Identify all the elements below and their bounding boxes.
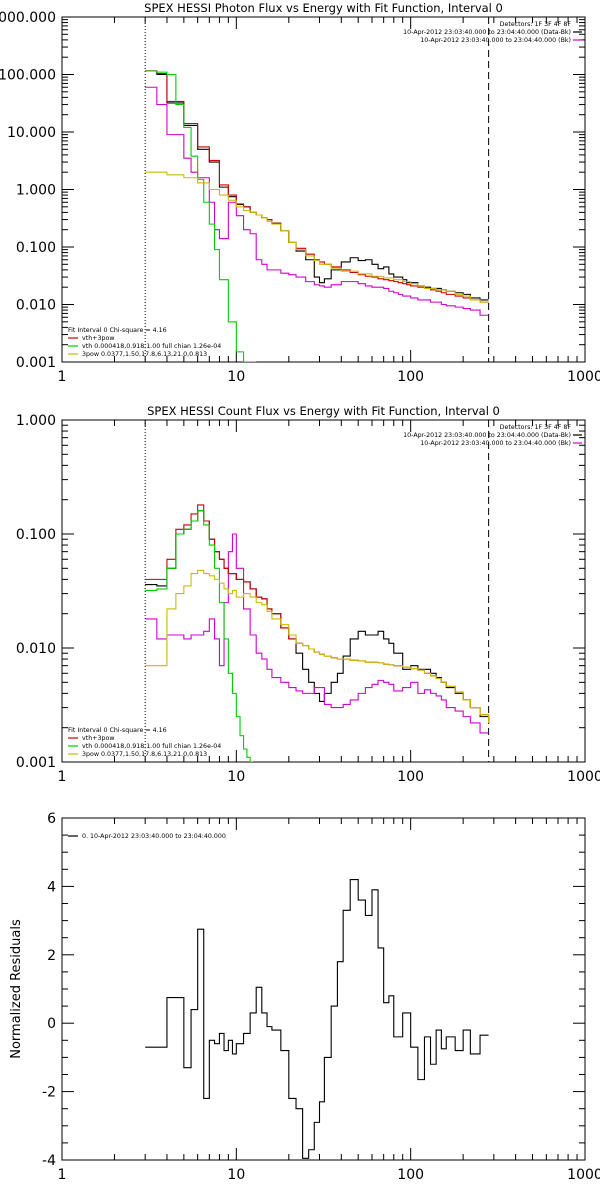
panel-2: SPEX HESSI Count Flux vs Energy with Fit… — [16, 404, 600, 785]
x-tick-label: 1 — [58, 369, 67, 385]
legend-fit-entry: vth 0.000418,0.918,1.00 full chian 1.26e… — [82, 743, 221, 750]
series-line-1 — [145, 70, 489, 301]
x-tick-label: 10 — [227, 769, 245, 785]
series-line-1 — [145, 510, 490, 721]
y-tick-label: 100.000 — [0, 68, 56, 84]
legend-top-entry: Detectors: 1F 3F 4F 8F — [500, 21, 572, 28]
series-group — [145, 504, 490, 762]
panel-1: SPEX HESSI Photon Flux vs Energy with Fi… — [0, 1, 600, 385]
y-tick-label: 4 — [47, 879, 56, 895]
legend-fit-entry: vth+3pow — [82, 735, 114, 742]
panel-3: Normalized Residuals 1 10 100 1000 -4 -2 0 2 4 6 0.… — [9, 811, 600, 1183]
x-tick-label: 1 — [58, 769, 67, 785]
series-line-4 — [145, 70, 257, 362]
series-line-3 — [145, 504, 490, 723]
x-tick-label: 1000 — [567, 1167, 600, 1183]
legend-fit-entry: Fit Interval 0 Chi-square = 4.16 — [68, 327, 167, 334]
legend-fit-entry: vth 0.000418,0.918,1.00 full chian 1.26e… — [82, 343, 221, 350]
y-tick-label: -4 — [42, 1153, 56, 1169]
x-tick-label: 100 — [397, 769, 424, 785]
plot-frame — [61, 16, 586, 363]
legend-top-entry: 10-Apr-2012 23:03:40.000 to 23:04:40.000… — [403, 29, 571, 36]
series-line-2 — [145, 86, 489, 316]
y-tick-label: 0.100 — [16, 527, 56, 543]
legend-fit-entry: vth+3pow — [82, 335, 114, 342]
y-tick-label: 0.100 — [16, 240, 56, 256]
x-tick-label: 100 — [397, 1167, 424, 1183]
x-tick-label: 1 — [58, 1167, 67, 1183]
y-tick-label: 0.001 — [16, 755, 56, 771]
x-tick-label: 10 — [227, 1167, 245, 1183]
series-group — [145, 879, 489, 1159]
legend-top-entry: 10-Apr-2012 23:03:40.000 to 23:04:40.000… — [420, 440, 571, 447]
series-line-2 — [145, 533, 489, 734]
y-tick-label: 1.000 — [16, 413, 56, 429]
x-tick-label: 10 — [227, 369, 245, 385]
legend-top-entry: Detectors: 1F 3F 4F 8F — [500, 424, 572, 431]
legend-fit-entry: 3pow 0.0377,1.50,17.8,6.13,21.0,0.813 — [82, 751, 207, 758]
legend-fit-entry: Fit Interval 0 Chi-square = 4.16 — [68, 727, 167, 734]
plot-frame — [61, 817, 586, 1161]
y-tick-label: 0 — [47, 1016, 56, 1032]
chart-title: SPEX HESSI Count Flux vs Energy with Fit… — [147, 404, 500, 418]
y-tick-label: 1.000 — [16, 183, 56, 199]
legend-top-entry: 10-Apr-2012 23:03:40.000 to 23:04:40.000… — [420, 37, 571, 44]
x-tick-label: 1000 — [567, 369, 600, 385]
y-tick-label: 1000.000 — [0, 10, 56, 26]
series-line-4 — [145, 510, 254, 762]
y-tick-label: 0.010 — [16, 641, 56, 657]
x-tick-label: 1000 — [567, 769, 600, 785]
x-tick-label: 100 — [397, 369, 424, 385]
series-line-3 — [145, 70, 489, 303]
y-tick-label: 6 — [47, 811, 56, 827]
series-line-5 — [145, 569, 490, 723]
y-tick-label: -2 — [42, 1085, 56, 1101]
chart-title: SPEX HESSI Photon Flux vs Energy with Fi… — [144, 1, 503, 15]
y-tick-label: 0.001 — [16, 355, 56, 371]
y-axis-label: Normalized Residuals — [9, 919, 24, 1059]
y-tick-label: 2 — [47, 948, 56, 964]
y-tick-label: 0.010 — [16, 298, 56, 314]
legend-fit-entry: 0. 10-Apr-2012 23:03:40.000 to 23:04:40.… — [82, 833, 226, 840]
series-line-5 — [145, 171, 489, 303]
series-group — [145, 70, 489, 362]
legend-top-entry: 10-Apr-2012 23:03:40.000 to 23:04:40.000… — [403, 432, 571, 439]
series-line-1 — [145, 879, 489, 1159]
plot-frame — [61, 419, 586, 763]
legend-fit-entry: 3pow 0.0377,1.50,17.8,6.13,21.0,0.813 — [82, 351, 207, 358]
y-tick-label: 10.000 — [7, 125, 56, 141]
